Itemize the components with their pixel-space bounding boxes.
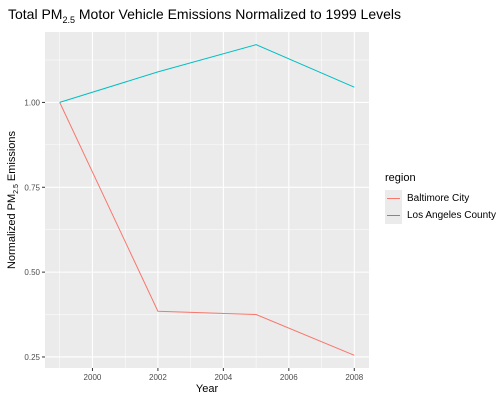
x-axis-title: Year (196, 383, 219, 395)
legend-title: region (385, 172, 416, 184)
legend: region Baltimore City Los Angeles County (385, 172, 496, 224)
legend-line-los-angeles (387, 215, 400, 216)
y-axis-title: Normalized PM2.5 Emissions (6, 130, 20, 269)
legend-label-baltimore: Baltimore City (407, 193, 470, 204)
series-line-baltimore (59, 102, 355, 356)
series-line-los-angeles (59, 44, 355, 103)
x-tick-label: 2008 (345, 373, 363, 382)
y-tick-label: 0.25 (24, 353, 40, 362)
chart-title: Total PM2.5 Motor Vehicle Emissions Norm… (8, 6, 402, 25)
x-tick-label: 2000 (84, 373, 102, 382)
legend-key-baltimore (385, 190, 402, 207)
y-tick-label: 0.50 (24, 268, 40, 277)
y-tick-label: 1.00 (24, 98, 40, 107)
x-tick-label: 2002 (149, 373, 167, 382)
legend-item-baltimore: Baltimore City (385, 190, 496, 207)
legend-key-los-angeles (385, 207, 402, 224)
x-tick-label: 2006 (280, 373, 298, 382)
x-tick-label: 2004 (214, 373, 232, 382)
y-tick-label: 0.75 (24, 183, 40, 192)
legend-item-los-angeles: Los Angeles County (385, 207, 496, 224)
plot-panel (45, 32, 369, 368)
legend-label-los-angeles: Los Angeles County (407, 210, 496, 221)
legend-line-baltimore (387, 198, 400, 199)
